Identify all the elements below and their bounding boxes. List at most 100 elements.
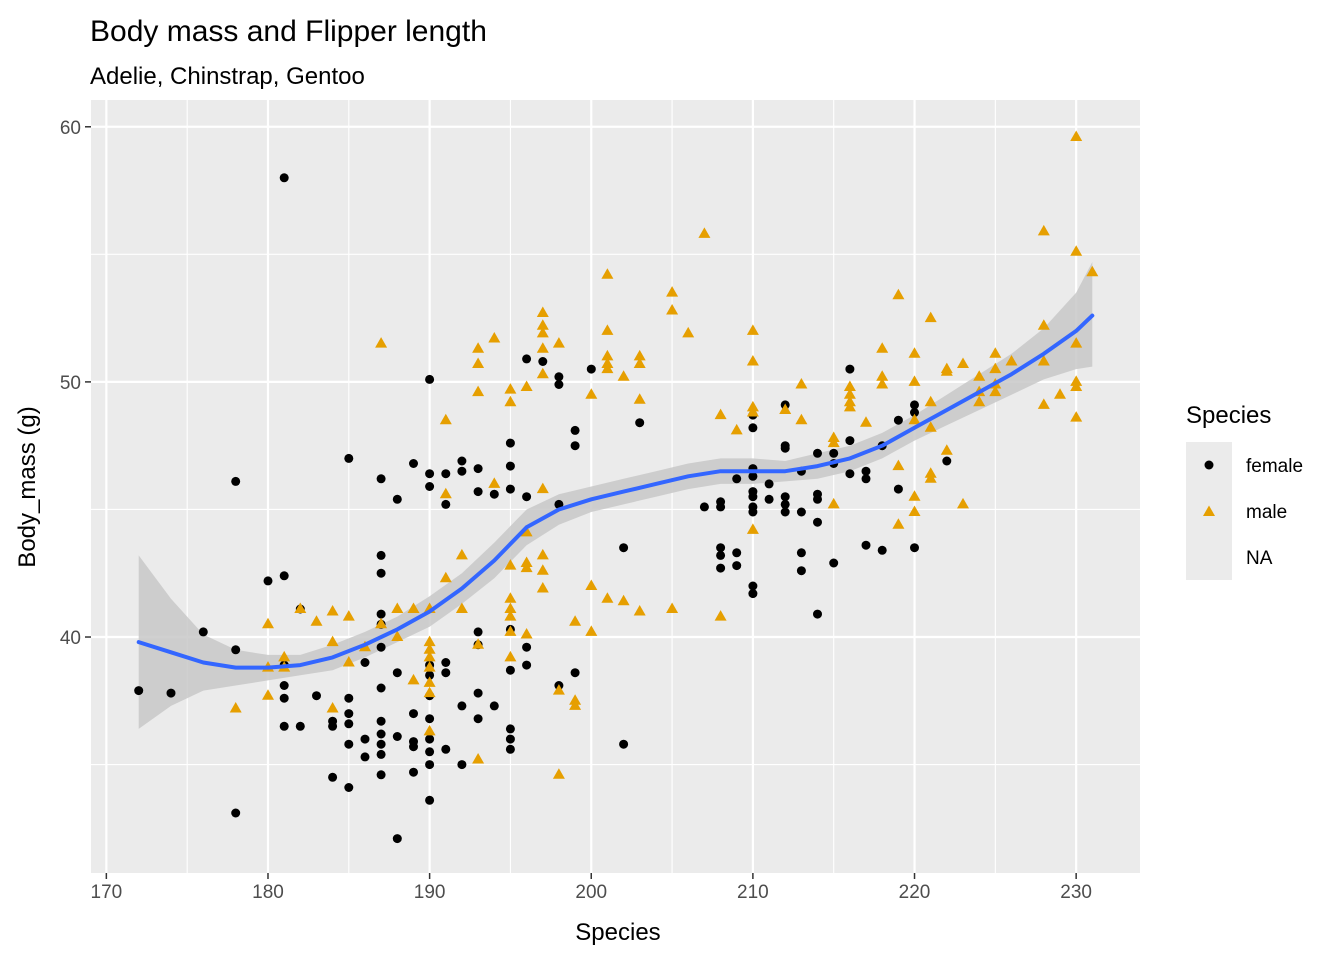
male-point (262, 689, 274, 700)
male-point (569, 615, 582, 626)
male-point (1037, 355, 1050, 366)
male-point (504, 625, 517, 636)
male-point (472, 638, 485, 649)
male-point (827, 497, 840, 509)
female-point (861, 474, 871, 484)
male-point (423, 635, 436, 647)
female-point (505, 484, 515, 494)
male-point (892, 459, 905, 471)
female-point (910, 400, 919, 410)
x-tick-label: 210 (737, 882, 769, 903)
male-point (504, 650, 517, 662)
male-point (1005, 355, 1018, 366)
male-point (585, 625, 598, 636)
male-point (472, 342, 485, 353)
female-point (425, 760, 435, 770)
female-point (522, 354, 532, 364)
female-point (441, 658, 451, 667)
female-point (376, 683, 386, 693)
male-point (342, 610, 355, 621)
male-point (940, 444, 953, 455)
male-point (1037, 319, 1050, 330)
female-point (279, 173, 289, 183)
male-point (536, 326, 549, 338)
male-point (795, 378, 808, 389)
female-point (425, 714, 435, 724)
male-point (843, 380, 856, 391)
male-point (666, 304, 679, 315)
male-point (601, 268, 614, 279)
female-point (134, 686, 144, 696)
female-point (732, 561, 742, 571)
male-point (1070, 380, 1083, 391)
female-point (554, 499, 564, 509)
legend-key-na (1186, 534, 1232, 580)
female-point (376, 609, 386, 619)
male-point (278, 650, 291, 662)
female-point (505, 438, 515, 448)
female-point (392, 494, 402, 504)
male-point (375, 337, 388, 348)
male-point (908, 413, 921, 425)
female-point (279, 571, 289, 581)
male-point (601, 592, 614, 603)
chart-subtitle: Adelie, Chinstrap, Gentoo (90, 63, 365, 90)
female-point (877, 545, 887, 555)
female-point (635, 418, 645, 428)
male-point (423, 676, 436, 687)
male-point (326, 635, 339, 647)
x-tick-label: 200 (575, 882, 607, 903)
male-point (423, 661, 436, 672)
female-point (619, 543, 629, 553)
male-point (504, 592, 517, 603)
female-point (344, 693, 354, 703)
female-point (376, 642, 386, 652)
female-point (392, 732, 402, 741)
male-point (536, 564, 549, 575)
female-point (441, 668, 451, 678)
legend-title: Species (1186, 402, 1271, 429)
male-point (488, 477, 501, 488)
male-point (601, 362, 614, 374)
legend-label-na: NA (1246, 548, 1273, 569)
male-point (326, 605, 339, 616)
female-point (392, 668, 402, 678)
chart-title: Body mass and Flipper length (90, 15, 487, 48)
female-point (522, 642, 532, 652)
male-point (633, 605, 646, 616)
female-point (861, 466, 871, 476)
male-point (423, 650, 436, 662)
male-point (924, 311, 937, 323)
female-point (473, 627, 483, 637)
female-point (328, 772, 338, 782)
male-point (860, 416, 872, 427)
male-point (472, 385, 485, 397)
female-point (570, 441, 580, 451)
female-point (845, 436, 855, 446)
male-point (520, 525, 533, 537)
male-point (698, 227, 711, 238)
male-point (407, 673, 420, 685)
female-point (732, 548, 742, 558)
female-point (376, 474, 386, 484)
male-point (714, 610, 727, 621)
female-point (764, 494, 774, 504)
male-point (924, 421, 937, 432)
female-point (910, 408, 919, 417)
male-point (423, 724, 436, 736)
female-point (893, 415, 903, 425)
male-point (536, 582, 549, 593)
male-point (423, 643, 436, 654)
female-point (392, 834, 402, 844)
legend-label-male: male (1246, 502, 1287, 523)
female-point (780, 492, 790, 502)
x-tick-label: 190 (414, 882, 446, 903)
female-point (554, 380, 564, 389)
male-point (407, 602, 420, 613)
female-point (376, 550, 386, 560)
male-point (294, 602, 307, 613)
male-point (585, 579, 598, 590)
male-point (536, 342, 549, 353)
female-point (813, 494, 822, 504)
